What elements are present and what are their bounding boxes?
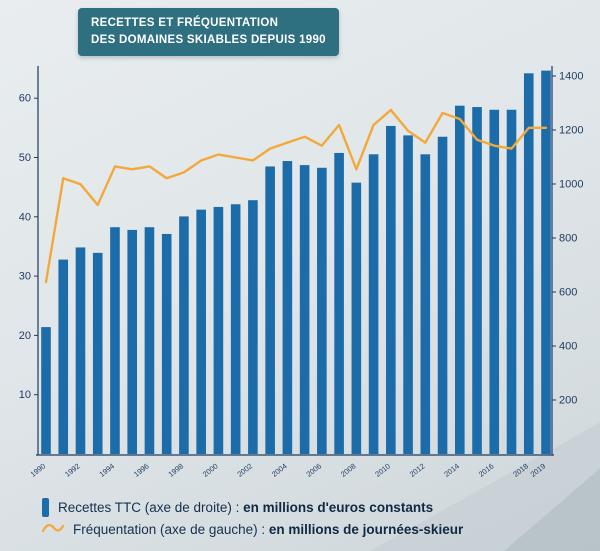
bar-icon	[42, 498, 49, 517]
bar-1998	[179, 216, 189, 454]
bar-1999	[196, 209, 206, 454]
legend-text-recettes: Recettes TTC (axe de droite) : en millio…	[58, 500, 434, 515]
x-tick-label: 2016	[477, 461, 496, 478]
left-tick-label: 10	[19, 389, 31, 401]
x-tick-label: 1992	[63, 461, 82, 478]
x-tick-label: 1994	[98, 461, 117, 478]
bar-2016	[489, 109, 500, 454]
x-tick-label: 2006	[304, 461, 323, 478]
bar-2006	[317, 167, 327, 455]
x-tick-label: 2014	[442, 461, 461, 478]
legend-item-frequentation: Fréquentation (axe de gauche) : en milli…	[41, 521, 464, 538]
bar-2015	[472, 107, 482, 455]
frequentation-line	[44, 108, 548, 284]
bar-1994	[110, 227, 120, 454]
x-tick-label: 2019	[529, 461, 548, 478]
bar-2004	[282, 161, 293, 455]
left-tick-label: 60	[19, 93, 31, 105]
x-tick-label: 1998	[166, 461, 185, 478]
bar-2018	[523, 73, 534, 455]
bar-2001	[230, 204, 241, 454]
left-tick-label: 40	[19, 211, 31, 223]
bar-1995	[127, 229, 138, 454]
x-tick-label: 1990	[29, 461, 48, 478]
bar-2012	[420, 154, 431, 455]
bar-2003	[265, 166, 275, 454]
bar-2019	[541, 70, 551, 454]
bar-2010	[386, 125, 396, 454]
left-tick-label: 50	[19, 152, 31, 164]
legend-item-recettes: Recettes TTC (axe de droite) : en millio…	[42, 498, 463, 517]
bar-1997	[161, 233, 172, 454]
bar-2005	[299, 165, 310, 454]
x-tick-label: 2004	[270, 461, 289, 478]
left-tick-label: 30	[19, 271, 31, 283]
x-tick-label: 2012	[408, 461, 427, 478]
x-tick-label: 1996	[132, 461, 151, 478]
chart-title-line1: RECETTES ET FRÉQUENTATION	[91, 17, 279, 29]
x-tick-label: 2002	[235, 461, 254, 478]
bar-2007	[334, 152, 344, 454]
bar-2014	[454, 105, 465, 454]
x-tick-label: 2008	[339, 461, 358, 478]
left-tick-label: 20	[19, 330, 31, 342]
right-tick-label: 800	[559, 233, 577, 245]
chart-title-badge: RECETTES ET FRÉQUENTATION DES DOMAINES S…	[78, 8, 339, 57]
x-tick-label: 2010	[373, 461, 392, 478]
right-tick-label: 1200	[559, 125, 583, 137]
bar-2002	[248, 200, 258, 454]
bar-1996	[144, 227, 155, 454]
bar-2011	[403, 135, 413, 454]
bar-2013	[437, 136, 448, 454]
right-tick-label: 1400	[559, 71, 583, 83]
bar-1991	[58, 259, 69, 454]
bar-1992	[75, 247, 86, 454]
x-tick-label: 2018	[511, 461, 530, 478]
bar-2000	[213, 206, 224, 454]
legend-text-frequentation: Fréquentation (axe de gauche) : en milli…	[73, 522, 464, 537]
chart-title-line2: DES DOMAINES SKIABLES DEPUIS 1990	[91, 33, 326, 46]
chart-legend: Recettes TTC (axe de droite) : en millio…	[41, 498, 464, 538]
bar-2017	[506, 109, 517, 454]
right-tick-label: 200	[559, 395, 577, 407]
line-icon	[41, 521, 65, 538]
bar-2008	[351, 182, 362, 454]
right-tick-label: 600	[559, 287, 577, 299]
bar-2009	[368, 154, 379, 455]
right-tick-label: 400	[559, 341, 577, 353]
x-tick-label: 2000	[201, 461, 220, 478]
right-tick-label: 1000	[559, 179, 583, 191]
bar-1990	[41, 327, 51, 454]
bar-1993	[92, 252, 103, 454]
